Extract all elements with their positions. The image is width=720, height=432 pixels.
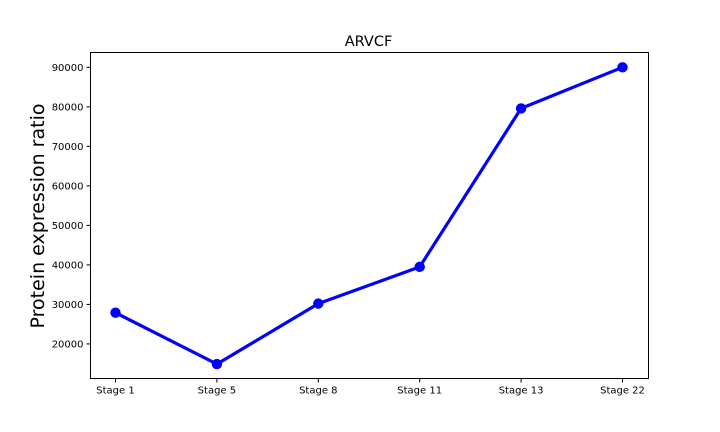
data-point	[515, 103, 527, 114]
y-tick-label: 40000	[52, 260, 84, 271]
y-tick-label: 90000	[52, 63, 84, 74]
y-axis-label: Protein expression ratio	[27, 104, 49, 329]
x-tick-label: Stage 8	[299, 386, 337, 397]
y-tick-label: 30000	[52, 300, 84, 311]
x-tick-label: Stage 5	[198, 386, 236, 397]
y-tick-label: 60000	[52, 181, 84, 192]
y-tick-label: 20000	[52, 339, 84, 350]
data-point	[617, 62, 628, 73]
data-point	[211, 358, 223, 370]
y-tick-label: 70000	[52, 142, 84, 153]
data-point	[414, 261, 425, 273]
series-line	[113, 65, 625, 366]
chart-title: ARVCF	[345, 34, 393, 50]
x-tick-label: Stage 13	[499, 386, 544, 397]
data-point	[110, 307, 121, 318]
series-layer	[110, 62, 628, 370]
x-tick-label: Stage 11	[397, 386, 442, 397]
x-axis-ticks: Stage 1 Stage 5 Stage 8 Stage 11 Stage 13 Sta…	[96, 378, 645, 397]
plot-area-frame	[90, 52, 649, 379]
y-axis-ticks: 20000 30000 40000 50000 60000 70000 80000 90000	[52, 63, 91, 350]
data-point	[313, 298, 324, 309]
x-tick-label: Stage 22	[600, 386, 645, 397]
x-tick-label: Stage 1	[96, 386, 134, 397]
y-tick-label: 80000	[52, 102, 84, 113]
y-tick-label: 50000	[52, 221, 84, 232]
